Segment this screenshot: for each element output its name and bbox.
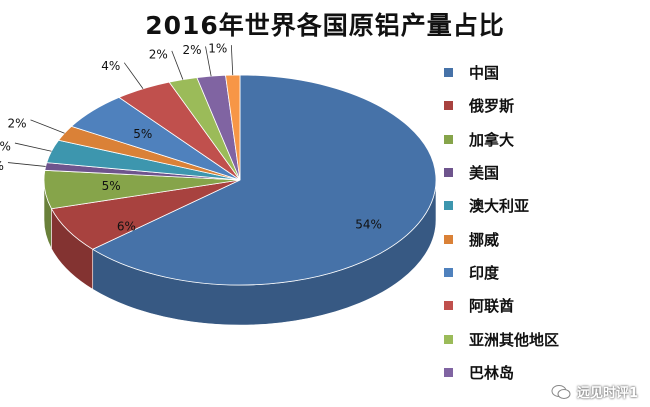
value-label-1: 6% xyxy=(117,220,136,234)
leader-line-8 xyxy=(171,50,184,80)
leader-line-7 xyxy=(123,62,144,89)
value-label-4: 3% xyxy=(0,140,11,154)
legend-label-6: 印度 xyxy=(469,263,500,282)
legend-label-4: 澳大利亚 xyxy=(469,197,530,216)
legend-swatch-8 xyxy=(444,334,453,344)
legend-label-0: 中国 xyxy=(469,64,500,83)
watermark-text: 远见时评1 xyxy=(576,386,638,401)
value-label-2: 5% xyxy=(102,179,121,193)
value-label-9: 2% xyxy=(182,43,201,57)
legend-label-3: 美国 xyxy=(469,164,500,183)
value-label-10: 1% xyxy=(208,42,227,56)
leader-line-3 xyxy=(7,162,46,167)
pie-slice-0 xyxy=(91,74,437,286)
legend-swatch-4 xyxy=(444,201,453,211)
wechat-icon xyxy=(551,384,571,399)
leader-line-9 xyxy=(205,46,212,77)
legend-item-3: 美国 xyxy=(444,156,644,189)
value-label-7: 4% xyxy=(101,59,120,73)
leader-line-4 xyxy=(14,142,52,152)
legend-item-7: 阿联酋 xyxy=(444,289,644,322)
legend-item-2: 加拿大 xyxy=(444,123,644,156)
legend-item-0: 中国 xyxy=(444,56,644,89)
legend-swatch-6 xyxy=(444,267,453,277)
legend: 中国俄罗斯加拿大美国澳大利亚挪威印度阿联酋亚洲其他地区 巴林岛 xyxy=(444,56,644,389)
value-label-0: 54% xyxy=(355,218,382,232)
chart-title: 2016年世界各国原铝产量占比 xyxy=(145,11,505,40)
value-label-8: 2% xyxy=(149,47,168,61)
legend-label-7: 阿联酋 xyxy=(469,297,515,316)
legend-item-1: 俄罗斯 xyxy=(444,89,644,122)
legend-swatch-1 xyxy=(444,101,453,111)
leader-line-5 xyxy=(30,119,65,134)
legend-swatch-9 xyxy=(444,367,453,377)
value-label-3: 1% xyxy=(0,159,4,173)
legend-swatch-0 xyxy=(444,68,453,78)
legend-item-5: 挪威 xyxy=(444,222,644,255)
legend-label-8: 亚洲其他地区 xyxy=(469,330,560,349)
legend-label-5: 挪威 xyxy=(469,230,500,249)
value-label-6: 5% xyxy=(133,127,152,141)
legend-swatch-7 xyxy=(444,301,453,311)
legend-label-1: 俄罗斯 xyxy=(469,97,515,116)
legend-item-6: 印度 xyxy=(444,256,644,289)
leader-line-10 xyxy=(230,45,234,76)
legend-label-2: 加拿大 xyxy=(469,130,515,149)
legend-item-9: 巴林岛 xyxy=(444,356,644,389)
watermark: 远见时评1 xyxy=(551,382,638,401)
legend-swatch-2 xyxy=(444,134,453,144)
legend-label-9: 巴林岛 xyxy=(469,363,515,382)
legend-swatch-5 xyxy=(444,234,453,244)
value-label-5: 2% xyxy=(7,116,26,130)
legend-swatch-3 xyxy=(444,168,453,178)
legend-item-4: 澳大利亚 xyxy=(444,189,644,222)
legend-item-8: 亚洲其他地区 xyxy=(444,322,644,355)
